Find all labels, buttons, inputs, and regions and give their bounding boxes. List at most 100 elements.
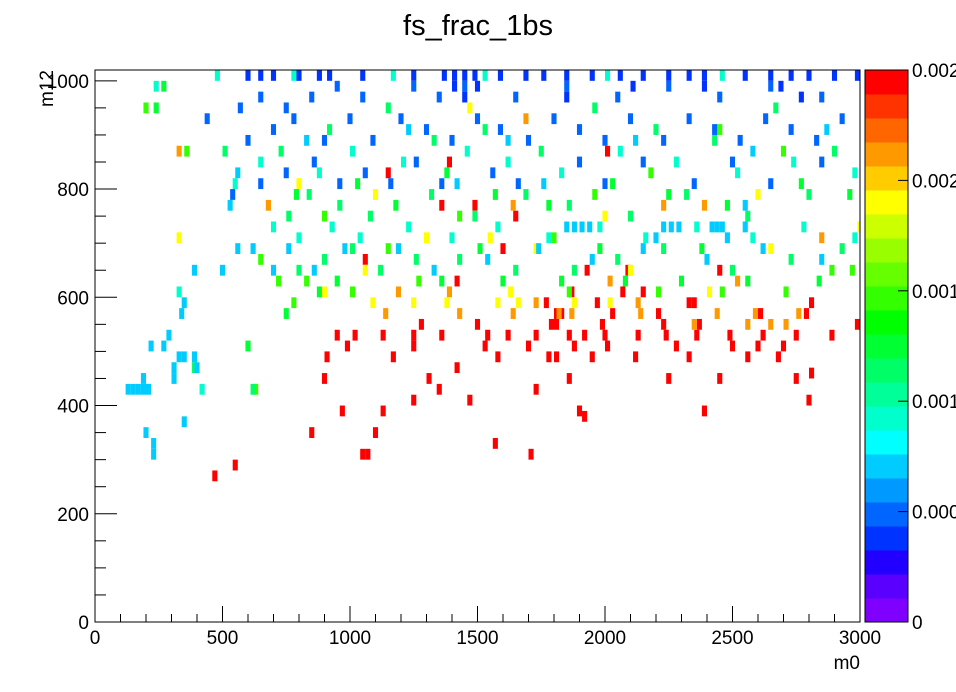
heatmap-cell: [161, 340, 167, 352]
heatmap-cell: [457, 308, 463, 319]
heatmap-cell: [444, 167, 450, 179]
heatmap-cell: [171, 373, 177, 384]
heatmap-cell: [151, 448, 157, 460]
heatmap-cell: [768, 70, 774, 81]
heatmap-cell: [411, 340, 417, 352]
heatmap-cell: [383, 308, 389, 319]
heatmap-cell: [548, 318, 554, 330]
heatmap-cell: [411, 80, 417, 92]
heatmap-cell: [406, 124, 412, 135]
heatmap-cell: [258, 156, 264, 168]
heatmap-cell: [446, 286, 452, 298]
y-tick-label: 200: [57, 505, 89, 526]
heatmap-cell: [176, 351, 182, 363]
heatmap-cell: [490, 167, 496, 179]
y-tick-label: 800: [57, 180, 89, 201]
y-tick-label: 0: [78, 613, 89, 634]
x-axis-label: m0: [834, 653, 860, 674]
heatmap-cell: [643, 232, 649, 244]
heatmap-cell: [449, 134, 455, 146]
heatmap-cell: [742, 70, 748, 81]
heatmap-cell: [388, 178, 394, 190]
heatmap-cell: [342, 243, 348, 254]
heatmap-cell: [543, 297, 549, 309]
heatmap-cell: [556, 308, 562, 319]
heatmap-cell: [857, 221, 860, 233]
color-scale-swatch: [865, 310, 908, 335]
heatmap-cell: [729, 264, 736, 276]
heatmap-cell: [395, 243, 401, 254]
heatmap-cell: [719, 70, 725, 81]
heatmap-cell: [385, 167, 391, 179]
heatmap-cell: [627, 210, 634, 222]
heatmap-cell: [143, 427, 149, 438]
heatmap-cell: [661, 243, 667, 254]
heatmap-cell: [357, 232, 363, 244]
heatmap-cell: [775, 351, 781, 363]
color-scale-label: 0.0005: [912, 503, 956, 524]
heatmap-cell: [533, 329, 539, 341]
color-scale-swatch: [865, 406, 908, 431]
heatmap-cell: [796, 308, 802, 319]
heatmap-cell: [742, 221, 748, 233]
heatmap-cell: [176, 145, 182, 157]
heatmap-cell: [235, 167, 241, 179]
heatmap-cell: [735, 275, 741, 287]
heatmap-cell: [401, 156, 407, 168]
heatmap-cell: [380, 405, 386, 417]
heatmap-cell: [760, 243, 766, 254]
heatmap-cell: [528, 448, 534, 460]
heatmap-cell: [763, 113, 769, 125]
heatmap-cell: [551, 113, 557, 125]
heatmap-cell: [334, 329, 340, 341]
heatmap-cell: [472, 210, 478, 222]
heatmap-cell: [339, 405, 345, 417]
heatmap-cell: [806, 394, 812, 406]
heatmap-cell: [622, 275, 628, 287]
heatmap-cell: [347, 113, 353, 125]
heatmap-cell: [411, 297, 417, 309]
heatmap-cell: [663, 329, 669, 341]
heatmap-cell: [694, 329, 700, 341]
heatmap-cell: [566, 329, 572, 341]
heatmap-cell: [291, 297, 297, 309]
heatmap-cell: [653, 124, 659, 135]
heatmap-cell: [684, 189, 690, 200]
heatmap-cell: [222, 145, 228, 157]
heatmap-cell: [418, 318, 424, 330]
heatmap-cell: [283, 102, 289, 114]
heatmap-cell: [472, 70, 478, 81]
heatmap-cell: [385, 243, 391, 254]
heatmap-cell: [454, 178, 460, 190]
heatmap-cell: [510, 199, 516, 211]
heatmap-cell: [635, 297, 641, 309]
heatmap-cell: [819, 156, 825, 168]
x-tick-label: 2000: [584, 628, 626, 649]
heatmap-cell: [270, 221, 277, 233]
x-tick-label: 0: [90, 628, 101, 649]
heatmap-cell: [283, 167, 289, 179]
heatmap-cell: [423, 124, 430, 135]
heatmap-cell: [666, 80, 672, 92]
heatmap-cell: [829, 264, 835, 276]
x-tick-label: 2500: [711, 628, 753, 649]
heatmap-cell: [148, 340, 154, 352]
heatmap-cell: [541, 178, 547, 190]
color-scale-swatch: [865, 382, 908, 407]
heatmap-cell: [839, 113, 845, 125]
heatmap-cell: [306, 189, 312, 200]
x-axis: 0 500 1000 1500 2000 2500 3000: [90, 606, 881, 649]
heatmap-cell: [135, 383, 141, 395]
heatmap-cell: [237, 102, 243, 114]
heatmap-cell: [819, 254, 825, 265]
heatmap-cell: [571, 221, 577, 233]
heatmap-cell: [441, 70, 447, 81]
heatmap-cell: [617, 70, 623, 81]
heatmap-cell: [676, 221, 682, 233]
heatmap-cell: [334, 275, 340, 287]
heatmap-cell: [707, 286, 713, 298]
heatmap-cell: [627, 264, 634, 276]
heatmap-cell: [801, 221, 807, 233]
heatmap-cell: [696, 318, 702, 330]
